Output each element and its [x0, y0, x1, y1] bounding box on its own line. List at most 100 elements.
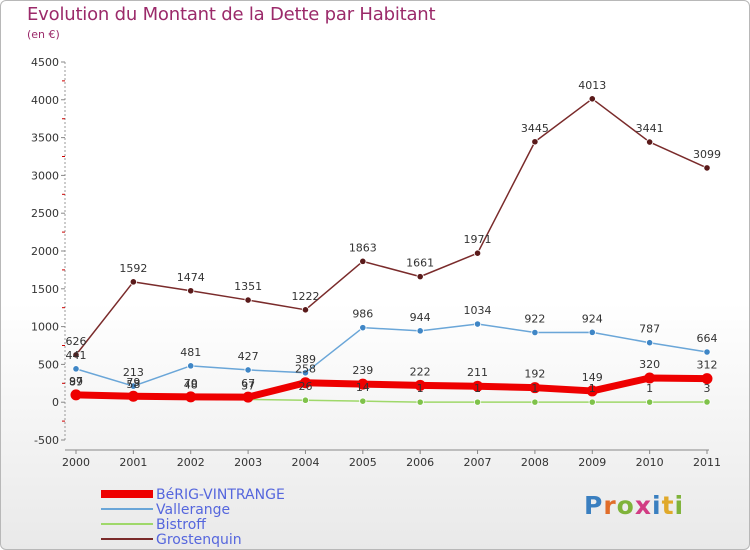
data-label: 922: [524, 312, 545, 325]
data-label: 389: [295, 353, 316, 366]
data-label: 79: [126, 376, 140, 389]
series-line-1: [75, 323, 708, 387]
data-point: [127, 390, 139, 402]
data-label: 1034: [464, 304, 492, 317]
data-label: 1: [417, 382, 424, 395]
data-label: 213: [123, 366, 144, 379]
data-label: 3: [704, 382, 711, 395]
data-label: 70: [184, 377, 198, 390]
y-tick-label: 500: [38, 358, 59, 371]
data-point: [301, 396, 310, 404]
data-label: 222: [410, 365, 431, 378]
x-tick-label: 2009: [578, 456, 606, 469]
data-label: 1222: [291, 290, 319, 303]
data-point: [359, 397, 367, 405]
x-tick-label: 2004: [291, 456, 319, 469]
x-tick-label: 2000: [62, 456, 90, 469]
data-label: 1661: [406, 257, 434, 270]
data-label: 924: [582, 312, 603, 325]
data-label: 1: [646, 382, 653, 395]
data-point: [588, 328, 596, 336]
legend-label: BéRIG-VINTRANGE: [156, 487, 285, 503]
x-tick-label: 2011: [693, 456, 721, 469]
data-label: 787: [639, 323, 660, 336]
data-label: 441: [66, 349, 87, 362]
data-label: 26: [298, 380, 312, 393]
data-label: 1351: [234, 280, 262, 293]
data-point: [244, 296, 252, 304]
data-point: [588, 95, 596, 103]
data-point: [187, 287, 195, 295]
data-point: [70, 389, 82, 401]
data-point: [588, 398, 596, 406]
data-point: [646, 138, 654, 146]
y-tick-label: -500: [34, 434, 59, 447]
data-point: [703, 348, 711, 356]
data-point: [357, 378, 369, 390]
data-point: [244, 366, 252, 374]
x-tick-label: 2007: [464, 456, 492, 469]
data-point: [529, 382, 541, 394]
data-label: 67: [241, 377, 255, 390]
data-label: 48: [184, 379, 198, 392]
series-line-0: [75, 374, 708, 401]
chart-title: Evolution du Montant de la Dette par Hab…: [27, 4, 436, 25]
data-label: 211: [467, 366, 488, 379]
data-label: 481: [180, 346, 201, 359]
y-tick-label: 2000: [31, 245, 59, 258]
data-point: [473, 320, 482, 328]
data-label: 3441: [636, 122, 664, 135]
data-label: 149: [582, 371, 603, 384]
data-point: [473, 398, 482, 406]
y-tick-label: 2500: [31, 207, 59, 220]
data-label: 97: [69, 375, 83, 388]
y-tick-label: 4000: [31, 94, 59, 107]
data-point: [644, 372, 656, 384]
data-point: [185, 391, 197, 403]
x-tick-label: 2003: [234, 456, 262, 469]
data-point: [416, 273, 424, 281]
data-point: [531, 328, 539, 337]
y-tick-label: 1500: [31, 283, 59, 296]
x-tick-label: 2002: [177, 456, 205, 469]
data-point: [473, 249, 482, 257]
y-tick-label: 1000: [31, 321, 59, 334]
data-label: 14: [356, 381, 370, 394]
data-label: 1474: [177, 271, 205, 284]
data-point: [72, 351, 80, 359]
data-point: [414, 379, 426, 391]
data-label: 3099: [693, 148, 721, 161]
y-tick-label: 4500: [31, 56, 59, 69]
data-point: [129, 278, 137, 286]
proxiti-logo: Proxiti: [584, 491, 685, 520]
legend-label: Bistroff: [156, 517, 206, 533]
data-label: 239: [352, 364, 373, 377]
data-point: [359, 324, 367, 332]
data-point: [416, 327, 424, 335]
x-tick-label: 2010: [636, 456, 664, 469]
x-tick-label: 2005: [349, 456, 377, 469]
data-label: 1: [474, 382, 481, 395]
x-tick-label: 2008: [521, 456, 549, 469]
data-label: 192: [524, 368, 545, 381]
data-point: [129, 382, 137, 390]
y-tick-label: 0: [52, 396, 59, 409]
data-point: [359, 257, 367, 265]
data-point: [531, 398, 539, 406]
data-label: 312: [697, 359, 718, 372]
data-point: [301, 306, 310, 314]
data-point: [703, 398, 711, 406]
legend-label: Grostenquin: [156, 532, 242, 548]
data-label: 58: [126, 378, 140, 391]
data-point: [703, 164, 711, 172]
y-tick-label: 3500: [31, 132, 59, 145]
series-line-3: [75, 98, 708, 356]
data-point: [531, 138, 539, 146]
data-point: [416, 398, 424, 406]
data-label: 626: [66, 335, 87, 348]
data-label: 89: [69, 375, 83, 388]
data-label: 664: [697, 332, 718, 345]
data-point: [72, 365, 80, 373]
